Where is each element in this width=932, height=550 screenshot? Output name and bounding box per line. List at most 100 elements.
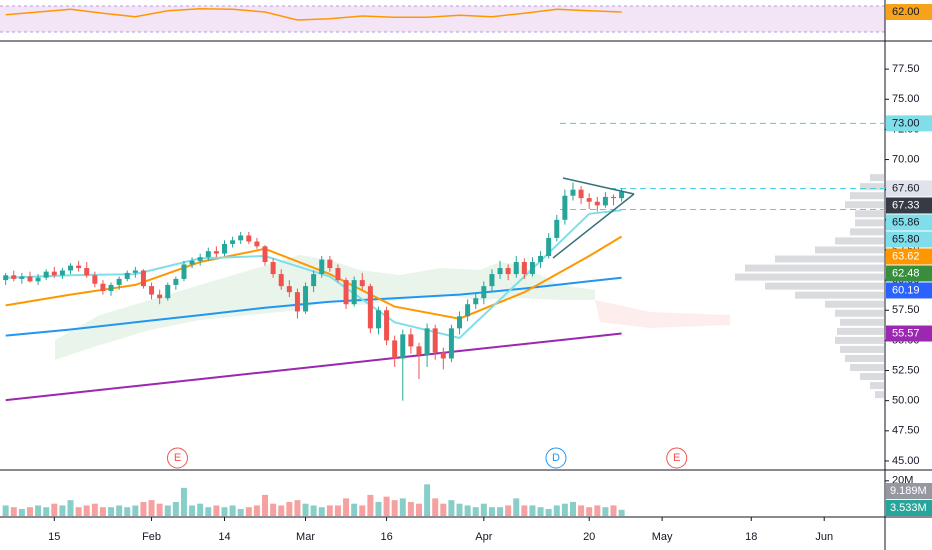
candle-body: [278, 274, 284, 287]
volume-bar: [440, 503, 447, 516]
volume-bar: [59, 505, 66, 516]
volume-bar: [415, 503, 422, 516]
candle-body: [213, 251, 219, 254]
volume-bar: [367, 494, 374, 516]
volume-bar: [569, 501, 576, 516]
price-label-box: [886, 265, 932, 282]
price-label: 67.60: [892, 182, 920, 194]
volume-profile-bar: [745, 264, 885, 272]
price-label: 65.80: [892, 233, 920, 245]
volume-profile-bar: [840, 345, 885, 353]
volume-bar: [610, 505, 617, 516]
volume-bar: [618, 509, 625, 516]
candle-body: [343, 280, 349, 305]
indicator-line: [5, 209, 622, 340]
volume-profile-bar: [825, 300, 885, 308]
volume-bar: [472, 507, 479, 516]
volume-bar: [529, 505, 536, 516]
volume-bar: [351, 503, 358, 516]
x-tick-label: May: [652, 531, 673, 543]
price-label: 60.19: [892, 284, 920, 296]
volume-bar: [456, 503, 463, 516]
volume-bar: [237, 508, 244, 516]
y-tick-label: 50.00: [892, 395, 920, 407]
volume-bar: [553, 505, 560, 516]
candle-body: [457, 316, 463, 329]
candle-body: [489, 274, 495, 287]
volume-bar: [35, 505, 42, 516]
x-tick-label: Jun: [815, 531, 833, 543]
price-label: 67.33: [892, 199, 920, 211]
volume-profile-bar: [835, 237, 885, 245]
candle-body: [181, 264, 187, 279]
volume-bar: [545, 508, 552, 516]
y-tick-label: 47.50: [892, 425, 920, 437]
rsi-line: [5, 7, 622, 21]
x-tick-label: Apr: [475, 531, 492, 543]
candle-body: [173, 278, 179, 285]
price-label: 65.86: [892, 216, 920, 228]
volume-bar: [253, 505, 260, 516]
indicator-line: [5, 332, 622, 402]
candle-body: [68, 265, 74, 271]
y-tick-label: 57.50: [892, 304, 920, 316]
candle-body: [335, 268, 341, 281]
event-marker: [545, 447, 567, 469]
volume-bar: [51, 503, 58, 516]
candle-body: [270, 262, 276, 275]
volume-bar: [594, 505, 601, 516]
volume-bar: [326, 505, 333, 516]
y-tick-label: 70.00: [892, 153, 920, 165]
volume-profile-bar: [835, 309, 885, 317]
cloud: [595, 300, 730, 328]
volume-bar: [164, 505, 171, 516]
volume-bar: [310, 505, 317, 516]
volume-profile-bar: [775, 255, 885, 263]
price-label-box: [886, 248, 932, 265]
rsi-label: 62.00: [892, 6, 920, 18]
volume-bar: [205, 507, 212, 516]
candle-body: [594, 201, 600, 206]
rsi-label-box: [886, 4, 932, 20]
candle-body: [481, 286, 487, 299]
cloud: [55, 255, 595, 360]
volume-label: 3.533M: [890, 502, 927, 514]
volume-bar: [2, 505, 9, 516]
x-tick-label: 18: [745, 531, 757, 543]
volume-bar: [156, 503, 163, 516]
candle-body: [513, 262, 519, 275]
volume-bar: [561, 503, 568, 516]
volume-bar: [505, 505, 512, 516]
volume-bar: [513, 498, 520, 516]
volume-bar: [229, 505, 236, 516]
candle-body: [521, 262, 527, 275]
volume-profile-bar: [875, 391, 885, 399]
volume-bar: [10, 507, 17, 516]
volume-bar: [521, 505, 528, 516]
volume-bar: [172, 501, 179, 516]
volume-bar: [140, 501, 147, 516]
volume-bar: [67, 500, 74, 516]
candle-body: [27, 276, 33, 282]
x-tick-label: 20: [583, 531, 595, 543]
candle-body: [157, 294, 163, 299]
volume-bar: [43, 507, 50, 516]
candle-body: [51, 271, 57, 276]
candle-body: [497, 268, 503, 275]
rsi-band: [0, 6, 885, 32]
candle-body: [59, 270, 65, 276]
candle-body: [448, 328, 454, 359]
volume-bar: [294, 500, 301, 516]
volume-profile-bar: [870, 382, 885, 390]
candle-body: [416, 346, 422, 355]
volume-profile-bar: [860, 373, 885, 381]
volume-bar: [586, 507, 593, 516]
candle-body: [230, 240, 236, 244]
y-tick-label: 45.00: [892, 455, 920, 467]
volume-profile-bar: [855, 210, 885, 218]
candle-body: [238, 235, 244, 241]
trend-line: [552, 193, 635, 259]
volume-bar: [537, 507, 544, 516]
